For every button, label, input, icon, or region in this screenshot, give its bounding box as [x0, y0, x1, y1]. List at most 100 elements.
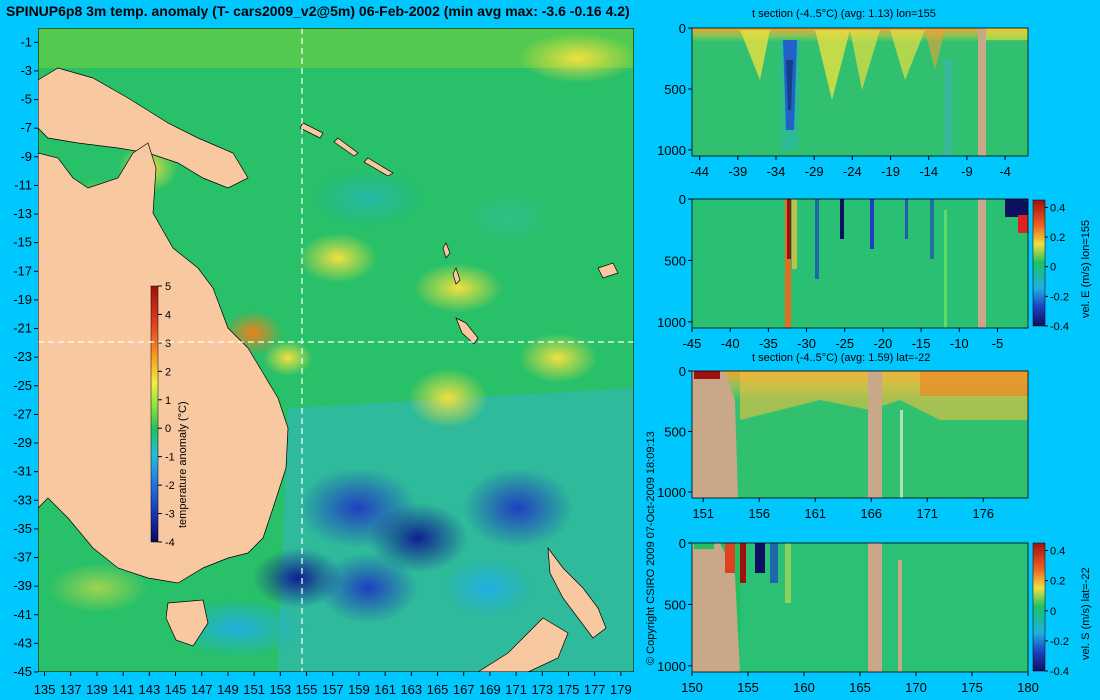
- section2-xtick-label: -10: [950, 336, 969, 351]
- section2-colorbar-tick-label: -0.2: [1050, 291, 1069, 303]
- section4-colorbar-tick-label: 0.2: [1050, 576, 1065, 588]
- section2-xtick-label: -25: [835, 336, 854, 351]
- map-ytick-label: -31: [13, 464, 32, 479]
- map-ytick-label: -5: [20, 92, 32, 107]
- section4-xtick-label: 165: [849, 680, 871, 695]
- map-colorbar-tick-label: -4: [165, 537, 175, 549]
- map-xtick-label: 167: [453, 682, 475, 697]
- map-ytick-label: -1: [20, 34, 32, 49]
- section4-land: [692, 543, 740, 672]
- map-ytick-label: -23: [13, 349, 32, 364]
- section2-xtick-label: -35: [759, 336, 778, 351]
- map-ytick-label: -7: [20, 120, 32, 135]
- section2-ytick-label: 500: [664, 253, 686, 268]
- section1-ytick-label: 1000: [657, 143, 686, 158]
- map-ytick-label: -13: [13, 206, 32, 221]
- map-xtick-label: 149: [217, 682, 239, 697]
- section4-field: [691, 542, 1046, 673]
- tasmania-land: [165, 599, 209, 647]
- map-xtick-label: 153: [269, 682, 291, 697]
- section4-ytick-label: 500: [664, 597, 686, 612]
- section3-xtick-label: 171: [916, 506, 938, 521]
- map-xtick-label: 159: [348, 682, 370, 697]
- new-caledonia-land: [455, 317, 479, 345]
- section4-xtick-label: 155: [737, 680, 759, 695]
- map-ytick-label: -25: [13, 378, 32, 393]
- map-ytick-label: -3: [20, 63, 32, 78]
- map-xtick-label: 171: [505, 682, 527, 697]
- section4-colorbar-tick-label: 0: [1050, 606, 1056, 618]
- section3-xtick-label: 176: [972, 506, 994, 521]
- section1-xtick-label: -4: [999, 164, 1011, 179]
- section2-colorbar-label: vel. E (m/s) lon=155: [1080, 219, 1092, 318]
- map-xtick-label: 145: [165, 682, 187, 697]
- section4-colorbar: [1032, 542, 1046, 672]
- section4-xtick-label: 180: [1017, 680, 1039, 695]
- map-colorbar-tick-label: -2: [165, 480, 175, 492]
- map-ytick-label: -17: [13, 263, 32, 278]
- main-title: SPINUP6p8 3m temp. anomaly (T- cars2009_…: [6, 3, 630, 19]
- map-xtick-label: 155: [296, 682, 318, 697]
- section4-colorbar-tick-label: 0.4: [1050, 546, 1065, 558]
- section4-colorbar-tick-label: -0.4: [1050, 666, 1069, 678]
- map-colorbar-tick-label: 4: [165, 309, 171, 321]
- section3-field: [691, 370, 1029, 499]
- map-colorbar-tick-label: -1: [165, 452, 175, 464]
- section2-colorbar-tick-label: 0.4: [1050, 202, 1065, 214]
- section4-xtick-label: 170: [905, 680, 927, 695]
- map-colorbar-tick-label: -3: [165, 509, 175, 521]
- section3-xtick-label: 166: [860, 506, 882, 521]
- section1-xtick-label: -24: [843, 164, 862, 179]
- new-zealand-south-land: [477, 617, 569, 672]
- section4-xtick-label: 150: [681, 680, 703, 695]
- section2-colorbar: [1032, 199, 1046, 327]
- section4-colorbar-tick-label: -0.2: [1050, 636, 1069, 648]
- section2-ytick-label: 1000: [657, 315, 686, 330]
- map-xtick-label: 161: [374, 682, 396, 697]
- map-xtick-label: 175: [558, 682, 580, 697]
- section2-colorbar-tick-label: 0: [1050, 262, 1056, 274]
- map-xtick-label: 135: [34, 682, 56, 697]
- map-xtick-label: 163: [400, 682, 422, 697]
- section3-xtick-label: 156: [748, 506, 770, 521]
- map-xtick-label: 165: [427, 682, 449, 697]
- map-ytick-label: -37: [13, 550, 32, 565]
- map-ytick-label: -45: [13, 664, 32, 679]
- section1-xtick-label: -14: [919, 164, 938, 179]
- section1-xtick-label: -9: [961, 164, 973, 179]
- section2-colorbar-tick-label: -0.4: [1050, 321, 1069, 333]
- map-ytick-label: -19: [13, 292, 32, 307]
- section2-ytick-label: 0: [679, 192, 686, 207]
- section2-colorbar-tick-label: 0.2: [1050, 232, 1065, 244]
- map-xtick-label: 169: [479, 682, 501, 697]
- copyright-note: © Copyright CSIRO 2009 07-Oct-2009 18:09…: [645, 431, 657, 665]
- new-zealand-north-land: [547, 546, 607, 639]
- section4-xtick-label: 175: [961, 680, 983, 695]
- section3-title: t section (-4..5°C) (avg: 1.59) lat=-22: [752, 352, 931, 364]
- map-ytick-label: -43: [13, 635, 32, 650]
- section1-xtick-label: -44: [690, 164, 709, 179]
- map-ytick-label: -39: [13, 578, 32, 593]
- section3-ytick-label: 1000: [657, 485, 686, 500]
- section2-xtick-label: -30: [797, 336, 816, 351]
- map-plot: 5 4 3 2 1 0 -1 -2 -3 -4 temperature anomaly (°C): [38, 28, 634, 672]
- map-ytick-label: -33: [13, 492, 32, 507]
- map-ytick-label: -35: [13, 521, 32, 536]
- map-ytick-label: -21: [13, 321, 32, 336]
- section2-xtick-label: -15: [912, 336, 931, 351]
- map-xtick-label: 151: [243, 682, 265, 697]
- section1-xtick-label: -19: [881, 164, 900, 179]
- section1-title: t section (-4..5°C) (avg: 1.13) lon=155: [752, 8, 936, 20]
- map-xtick-label: 143: [138, 682, 160, 697]
- map-xtick-label: 179: [610, 682, 632, 697]
- map-colorbar-tick-label: 2: [165, 366, 171, 378]
- section3-ytick-label: 500: [664, 424, 686, 439]
- map-xtick-label: 137: [60, 682, 82, 697]
- section2-xtick-label: -20: [874, 336, 893, 351]
- section3-ytick-label: 0: [679, 364, 686, 379]
- section4-ytick-label: 0: [679, 536, 686, 551]
- map-xtick-label: 177: [584, 682, 606, 697]
- section4-colorbar-label: vel. S (m/s) lat=-22: [1080, 567, 1092, 660]
